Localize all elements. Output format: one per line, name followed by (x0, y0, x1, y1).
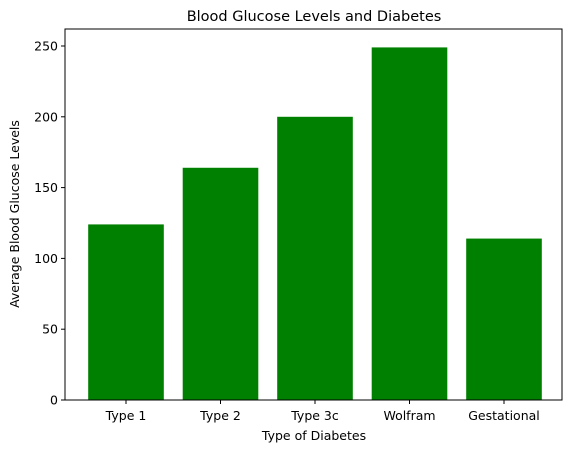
x-tick-label: Type 2 (199, 408, 241, 423)
chart-title: Blood Glucose Levels and Diabetes (187, 9, 442, 25)
bar-wolfram (371, 47, 448, 401)
y-axis-label: Average Blood Glucose Levels (7, 120, 22, 308)
y-tick-label: 250 (34, 38, 58, 53)
plot-frame (64, 28, 563, 401)
x-tick-label: Type 3c (290, 408, 339, 423)
bar-type-2 (182, 167, 259, 400)
y-tick-label: 100 (34, 251, 58, 266)
y-tick-label: 50 (42, 322, 58, 337)
y-tick-label: 150 (34, 180, 58, 195)
x-axis-ticks: Type 1 Type 2 Type 3c Wolfram Gestational (105, 400, 540, 423)
x-tick-label: Wolfram (383, 408, 435, 423)
bar-type-3c (277, 116, 353, 401)
y-tick-label: 200 (34, 109, 58, 124)
y-tick-label: 0 (50, 393, 58, 408)
y-axis-ticks: 0 50 100 150 200 250 (34, 38, 65, 408)
bar-type-1 (88, 224, 164, 400)
x-tick-label: Type 1 (105, 408, 147, 423)
x-axis-label: Type of Diabetes (261, 428, 366, 443)
bars-group (88, 47, 542, 401)
x-tick-label: Gestational (468, 408, 540, 423)
bar-gestational (466, 238, 542, 400)
